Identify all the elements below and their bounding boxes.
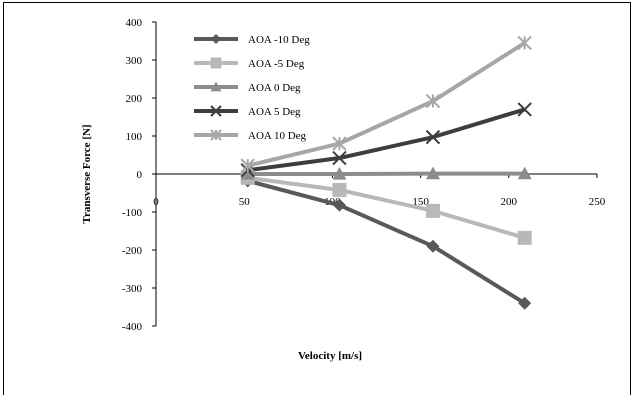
legend: AOA -10 Deg AOA -5 Deg AOA 0 Deg AOA 5 Deg A…: [194, 34, 310, 142]
asterisk-marker: [425, 93, 441, 109]
series-aoa-0-deg: [240, 166, 532, 180]
triangle-marker: [210, 81, 222, 92]
legend-item: AOA 0 Deg: [194, 81, 301, 94]
legend-label: AOA -10 Deg: [248, 34, 310, 46]
legend-item: AOA 10 Deg: [194, 129, 307, 142]
square-marker: [332, 182, 347, 197]
legend-label: AOA 0 Deg: [248, 82, 301, 94]
x-tick-label: 200: [501, 196, 518, 208]
y-tick-label: 300: [126, 55, 143, 67]
legend-item: AOA -5 Deg: [194, 57, 305, 70]
legend-item: AOA -10 Deg: [194, 34, 310, 46]
legend-item: AOA 5 Deg: [194, 105, 301, 118]
y-tick-label: -100: [122, 207, 143, 219]
legend-label: AOA -5 Deg: [248, 58, 305, 70]
series-line: [247, 175, 526, 240]
y-tick-label: -300: [122, 283, 143, 295]
y-tick-label: -200: [122, 245, 143, 257]
x-marker: [425, 129, 441, 145]
legend-label: AOA 10 Deg: [248, 130, 307, 142]
y-tick-label: 400: [126, 17, 143, 29]
square-marker: [425, 203, 440, 218]
asterisk-marker: [210, 129, 222, 141]
y-tick-label: -400: [122, 321, 143, 333]
triangle-marker: [332, 167, 347, 180]
asterisk-marker: [240, 158, 255, 173]
asterisk-marker: [332, 136, 347, 151]
series-layer: [240, 35, 532, 310]
x-axis-title: Velocity [m/s]: [298, 350, 362, 362]
y-tick-label: 200: [126, 93, 143, 105]
diamond-marker: [211, 34, 221, 44]
series-line: [247, 178, 526, 305]
x-tick-label: 250: [589, 196, 606, 208]
x-ticks: 0 50 100 150 200 250: [153, 174, 606, 208]
triangle-marker: [425, 166, 440, 180]
diamond-marker: [332, 198, 346, 212]
series-line: [247, 107, 526, 173]
diamond-marker: [426, 239, 440, 253]
diamond-marker: [518, 296, 532, 310]
x-tick-label: 0: [153, 196, 159, 208]
asterisk-marker: [517, 35, 532, 51]
x-tick-label: 150: [412, 196, 429, 208]
legend-label: AOA 5 Deg: [248, 106, 301, 118]
x-marker: [210, 105, 222, 117]
x-tick-label: 50: [239, 196, 251, 208]
y-tick-label: 100: [126, 131, 143, 143]
y-ticks: 400 300 200 100 0 -100 -200 -300 -400: [122, 17, 156, 333]
triangle-marker: [240, 167, 255, 180]
series-line: [247, 41, 526, 168]
triangle-marker: [517, 166, 532, 180]
x-marker: [332, 150, 347, 166]
y-tick-label: 0: [137, 169, 143, 181]
x-marker: [517, 102, 532, 117]
y-axis-title: Transverse Force [N]: [81, 124, 93, 223]
square-marker: [517, 230, 532, 245]
series-aoa-10-deg: [241, 174, 532, 310]
series-aoa-5-deg: [240, 170, 532, 245]
square-marker: [210, 57, 222, 69]
series-aoa-5-deg: [240, 102, 532, 178]
series-aoa-10-deg: [240, 35, 532, 173]
